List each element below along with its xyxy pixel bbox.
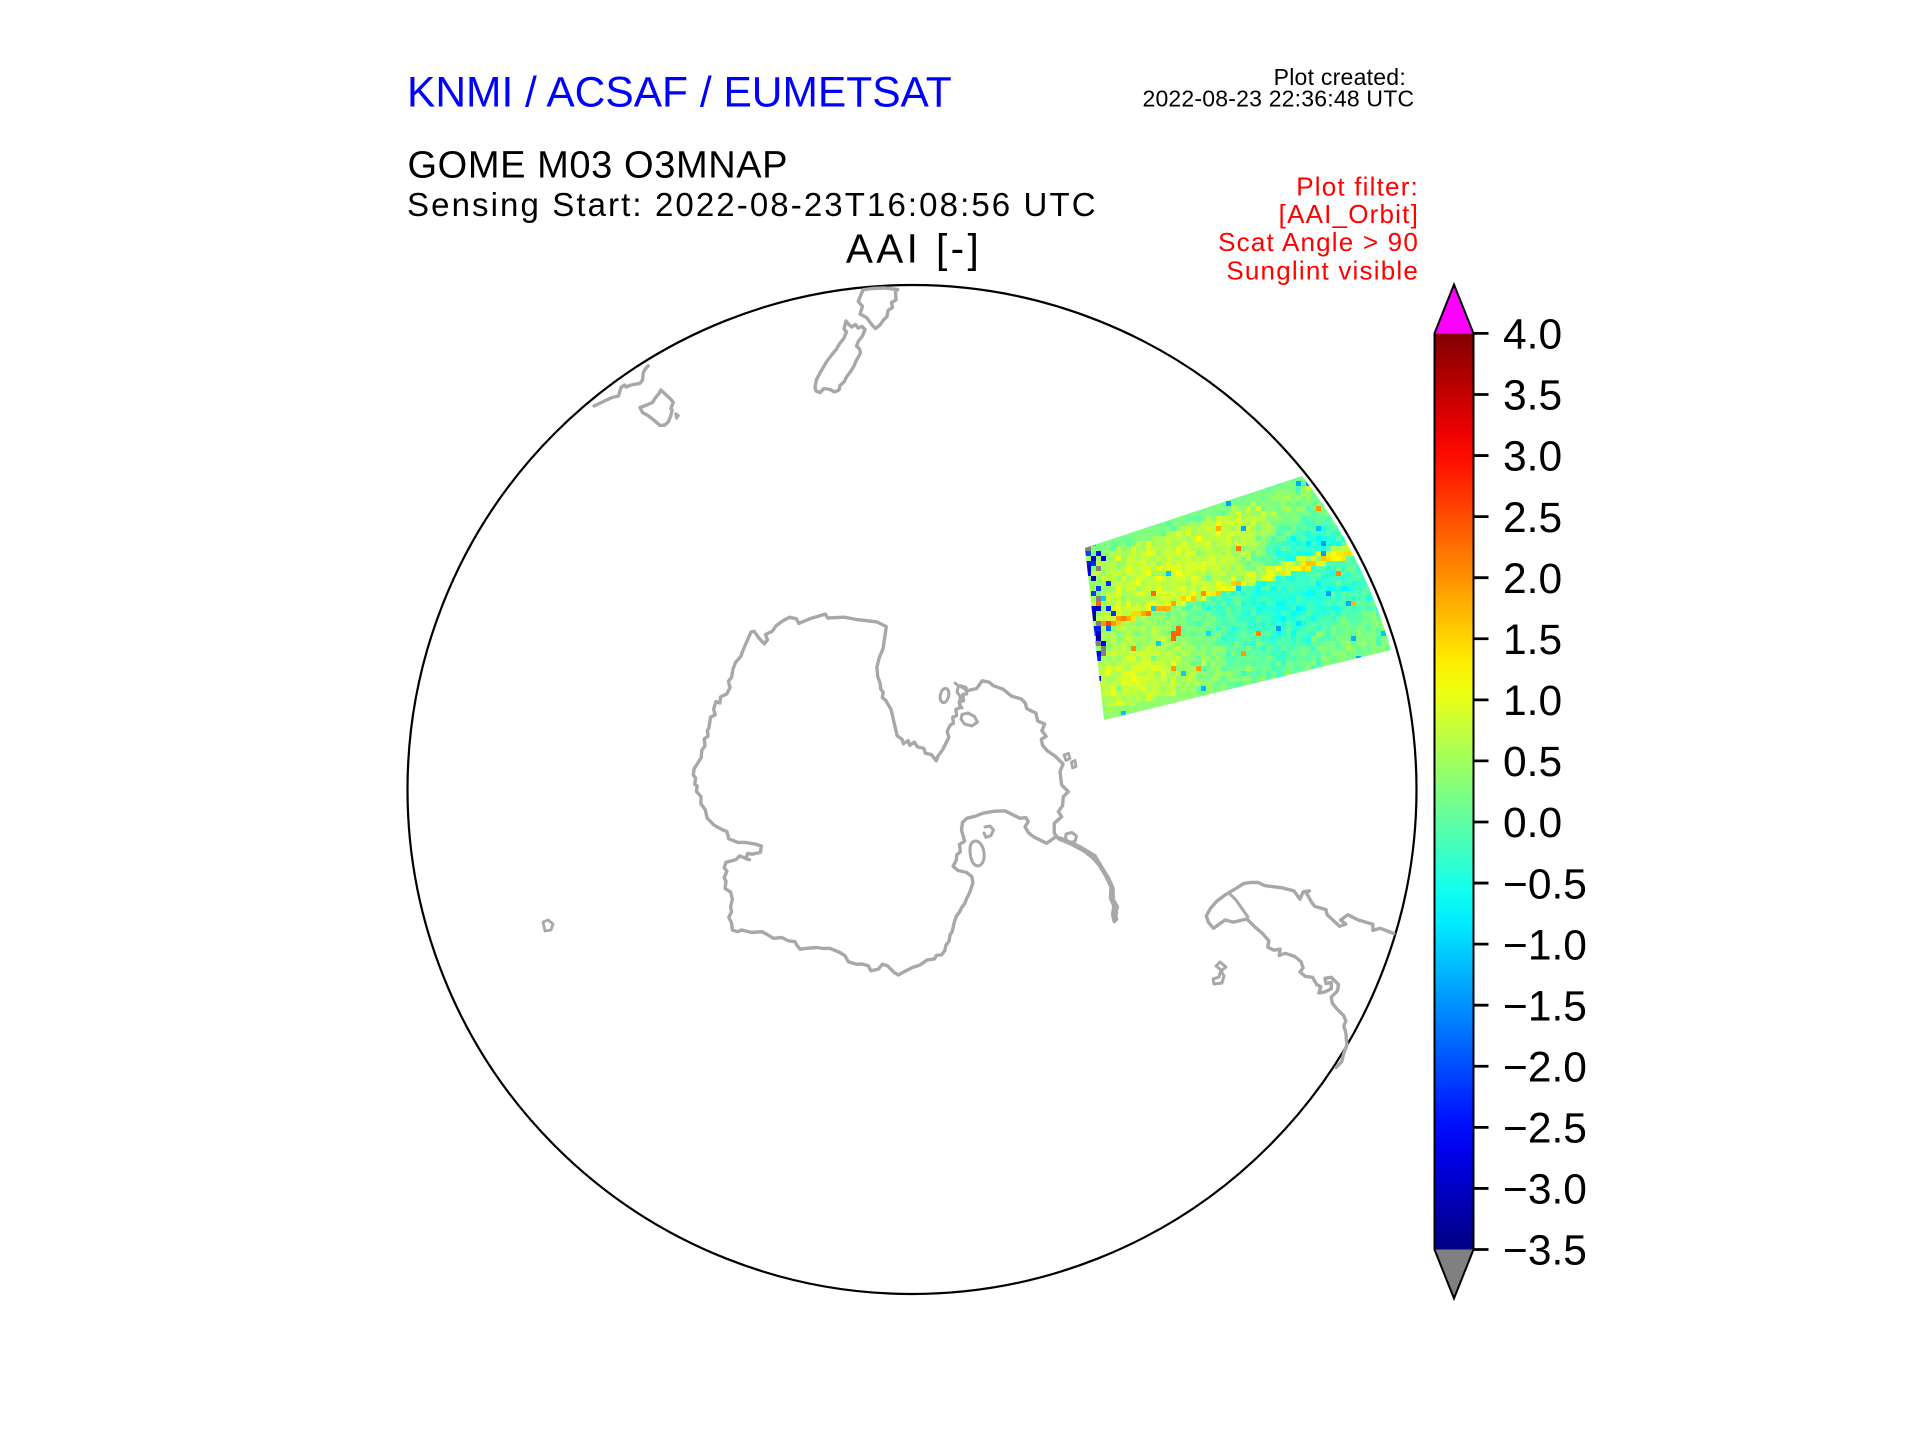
svg-text:−1.0: −1.0 (1503, 922, 1587, 969)
svg-text:3.0: 3.0 (1503, 434, 1562, 481)
svg-text:KNMI / ACSAF / EUMETSAT: KNMI / ACSAF / EUMETSAT (407, 70, 952, 117)
svg-text:0.0: 0.0 (1503, 800, 1562, 847)
svg-text:2.0: 2.0 (1503, 556, 1562, 603)
svg-text:[AAI_Orbit]: [AAI_Orbit] (1279, 199, 1419, 229)
svg-text:−2.5: −2.5 (1503, 1106, 1587, 1153)
svg-text:0.5: 0.5 (1503, 739, 1562, 786)
svg-text:3.5: 3.5 (1503, 373, 1562, 420)
svg-text:Sensing Start: 2022-08-23T16:0: Sensing Start: 2022-08-23T16:08:56 UTC (407, 186, 1098, 223)
svg-text:2.5: 2.5 (1503, 495, 1562, 542)
svg-text:−0.5: −0.5 (1503, 861, 1587, 908)
svg-text:GOME M03 O3MNAP: GOME M03 O3MNAP (408, 145, 789, 187)
svg-text:−2.0: −2.0 (1503, 1045, 1587, 1092)
svg-text:1.0: 1.0 (1503, 678, 1562, 725)
svg-text:−3.0: −3.0 (1503, 1167, 1587, 1214)
svg-text:AAI [-]: AAI [-] (846, 226, 982, 272)
svg-text:Plot filter:: Plot filter: (1296, 171, 1419, 201)
svg-text:Sunglint visible: Sunglint visible (1226, 255, 1419, 285)
svg-text:Scat Angle > 90: Scat Angle > 90 (1218, 227, 1419, 257)
svg-text:2022-08-23 22:36:48 UTC: 2022-08-23 22:36:48 UTC (1142, 86, 1414, 112)
svg-text:−1.5: −1.5 (1503, 983, 1587, 1030)
svg-text:Plot created:: Plot created: (1274, 64, 1406, 90)
svg-text:1.5: 1.5 (1503, 617, 1562, 664)
svg-text:4.0: 4.0 (1503, 312, 1562, 359)
svg-text:−3.5: −3.5 (1503, 1228, 1587, 1275)
